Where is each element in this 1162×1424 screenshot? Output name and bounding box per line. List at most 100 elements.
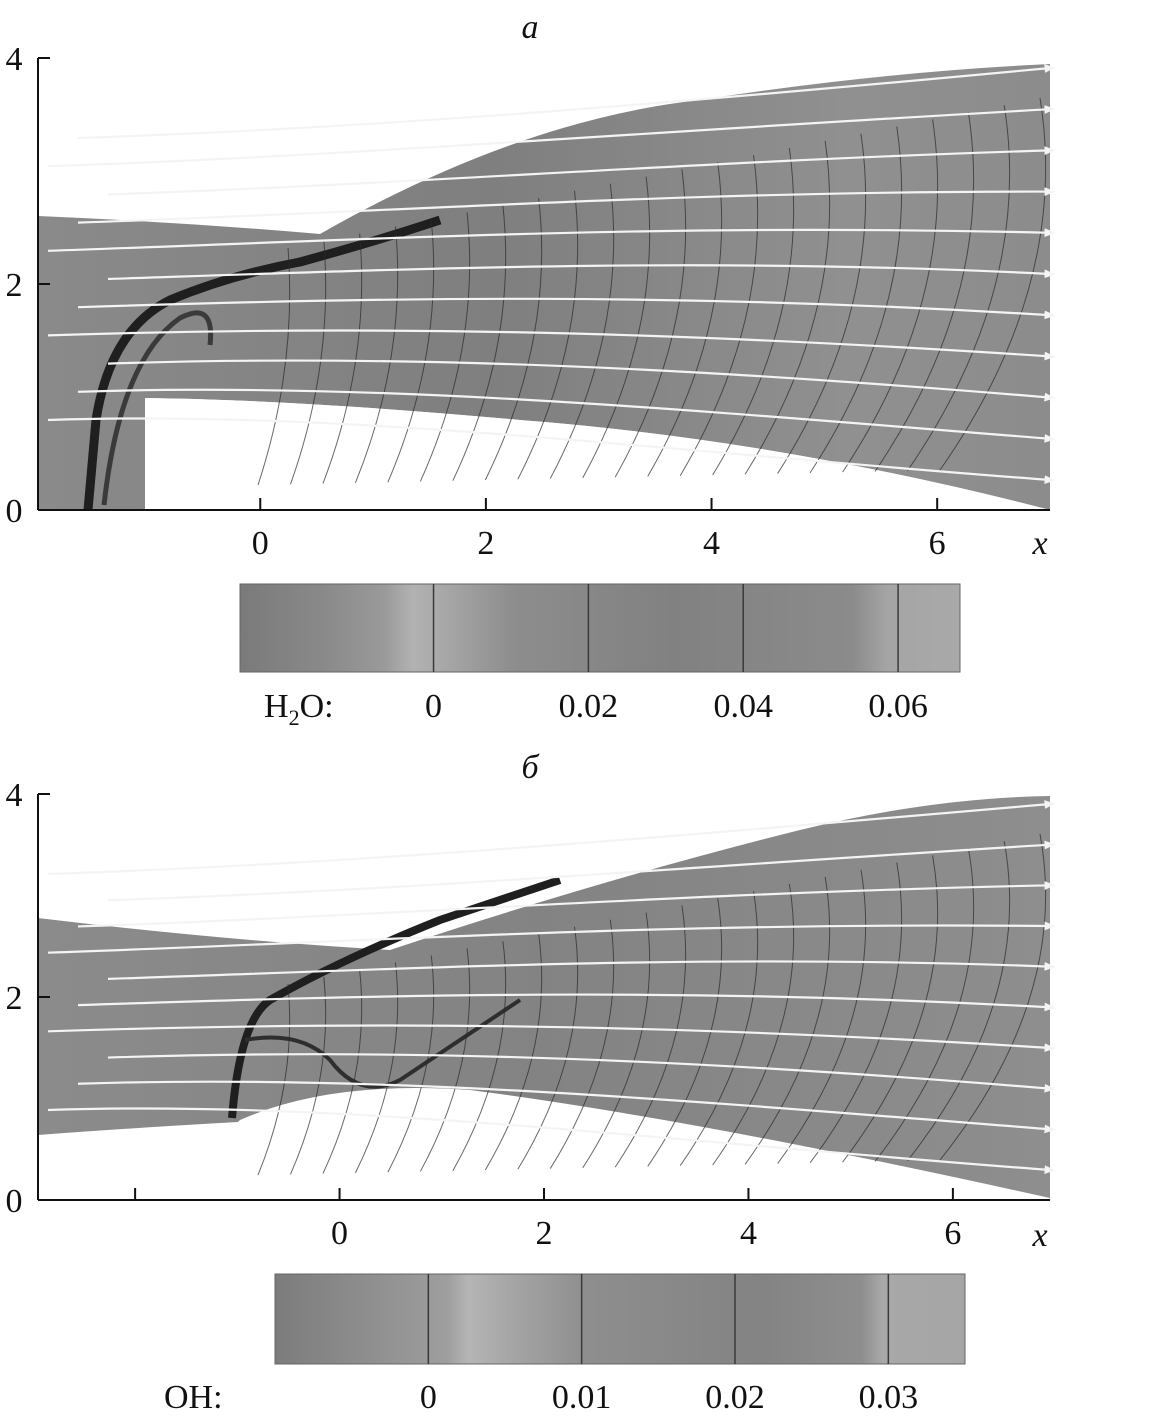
h2o-colorbar-ticks: 0 0.02 0.04 0.06 <box>425 584 928 725</box>
contour-line <box>842 855 939 1163</box>
streamline <box>47 417 1056 484</box>
streamline <box>107 960 1056 980</box>
oh-reaction-zone <box>244 998 522 1089</box>
y-tick-label: 0 <box>6 1183 23 1220</box>
h2o-colorbar: 0 0.02 0.04 0.06 H2O: <box>239 583 961 730</box>
h2o-field <box>38 64 1050 511</box>
h2o-shock-front <box>83 215 442 511</box>
colorbar-tick-label: 0.02 <box>705 1379 765 1416</box>
streamline <box>77 881 1056 928</box>
x-tick-label: 2 <box>536 1215 553 1252</box>
h2o-colorbar-label: H2O: <box>264 688 334 730</box>
panel-a-ticks: 0 2 4 6 0 2 4 <box>6 41 946 562</box>
h2o-colorbar-strip <box>239 583 961 673</box>
contour-line <box>452 205 507 481</box>
x-tick-label: 4 <box>740 1215 757 1252</box>
contour-line <box>582 176 651 479</box>
panel-a: a 0 2 4 6 0 2 4 x 0 0.02 0.04 0.06 H2O: <box>6 9 1056 730</box>
contour-line <box>874 112 975 472</box>
contour-line <box>907 841 1011 1162</box>
streamline <box>107 264 1056 281</box>
contour-line <box>744 876 831 1165</box>
streamline <box>77 993 1056 1012</box>
contour-line <box>809 126 903 474</box>
contour-line <box>614 905 687 1168</box>
streamline <box>47 921 1056 954</box>
contour-line <box>257 983 291 1176</box>
h2o-streamlines <box>47 64 1056 484</box>
x-tick-label: 0 <box>331 1215 348 1252</box>
colorbar-tick-label: 0 <box>425 688 442 725</box>
contour-line <box>647 162 723 477</box>
contour-line <box>939 833 1047 1161</box>
colorbar-tick-label: 0.03 <box>859 1379 919 1416</box>
contour-line <box>777 133 867 474</box>
contour-line <box>517 926 579 1170</box>
oh-shock-front <box>228 876 562 1119</box>
contour-line <box>809 862 903 1164</box>
x-tick-label: 6 <box>944 1215 961 1252</box>
contour-line <box>712 883 795 1166</box>
streamline <box>77 388 1056 443</box>
streamline <box>107 840 1056 902</box>
contour-line <box>387 955 435 1173</box>
y-tick-label: 2 <box>6 980 23 1017</box>
streamline <box>77 64 1056 140</box>
panel-a-x-axis-label: x <box>1031 525 1047 562</box>
contour-line <box>549 919 615 1169</box>
h2o-flow-region <box>38 64 1050 510</box>
oh-flow-region <box>38 796 1050 1198</box>
contour-line <box>679 155 759 476</box>
contour-line <box>874 848 975 1162</box>
streamline <box>47 1107 1056 1174</box>
panel-b-x-axis-label: x <box>1031 1217 1047 1254</box>
streamline <box>77 1080 1056 1134</box>
oh-colorbar-strip <box>274 1273 966 1365</box>
streamline <box>77 187 1056 224</box>
h2o-reaction-zone <box>101 310 214 506</box>
contour-line <box>322 233 363 484</box>
contour-line <box>907 105 1011 471</box>
streamline <box>47 1024 1056 1053</box>
contour-line <box>647 898 723 1167</box>
oh-colorbar: 0 0.01 0.02 0.03 OH: <box>164 1273 966 1416</box>
colorbar-tick-label: 0.01 <box>552 1379 612 1416</box>
streamline <box>107 1053 1056 1093</box>
panel-b-ticks: 0 2 4 6 0 2 4 <box>6 777 962 1252</box>
contour-line <box>517 190 579 480</box>
contour-line <box>582 912 651 1169</box>
contour-line <box>712 147 795 476</box>
panel-b: б 0 2 4 6 0 2 4 x 0 0.01 0.02 0.03 OH: <box>6 749 1056 1416</box>
streamline <box>107 359 1056 402</box>
contour-line <box>354 962 399 1174</box>
oh-colorbar-label: OH: <box>164 1379 223 1416</box>
colorbar-tick-label: 0 <box>420 1379 437 1416</box>
contour-line <box>354 226 399 484</box>
contour-line <box>322 969 363 1174</box>
y-tick-label: 4 <box>6 41 23 78</box>
colorbar-tick-label: 0.02 <box>559 688 619 725</box>
x-tick-label: 6 <box>929 525 946 562</box>
y-tick-label: 2 <box>6 267 23 304</box>
contour-line <box>290 976 327 1175</box>
contour-line <box>419 948 471 1172</box>
contour-line <box>744 140 831 475</box>
x-tick-label: 4 <box>703 525 720 562</box>
oh-streamlines <box>47 800 1056 1174</box>
colorbar-tick-label: 0.04 <box>713 688 773 725</box>
x-tick-label: 0 <box>252 525 269 562</box>
x-tick-label: 2 <box>477 525 494 562</box>
oh-field <box>38 796 1050 1198</box>
streamline <box>77 297 1056 320</box>
colorbar-tick-label: 0.06 <box>868 688 928 725</box>
panel-a-title: a <box>522 9 539 46</box>
y-tick-label: 4 <box>6 777 23 814</box>
streamline <box>107 146 1056 196</box>
y-tick-label: 0 <box>6 493 23 530</box>
panel-b-title: б <box>521 749 540 786</box>
streamline <box>47 329 1056 361</box>
streamline <box>47 228 1056 252</box>
streamline <box>47 105 1056 168</box>
contour-line <box>614 169 687 478</box>
